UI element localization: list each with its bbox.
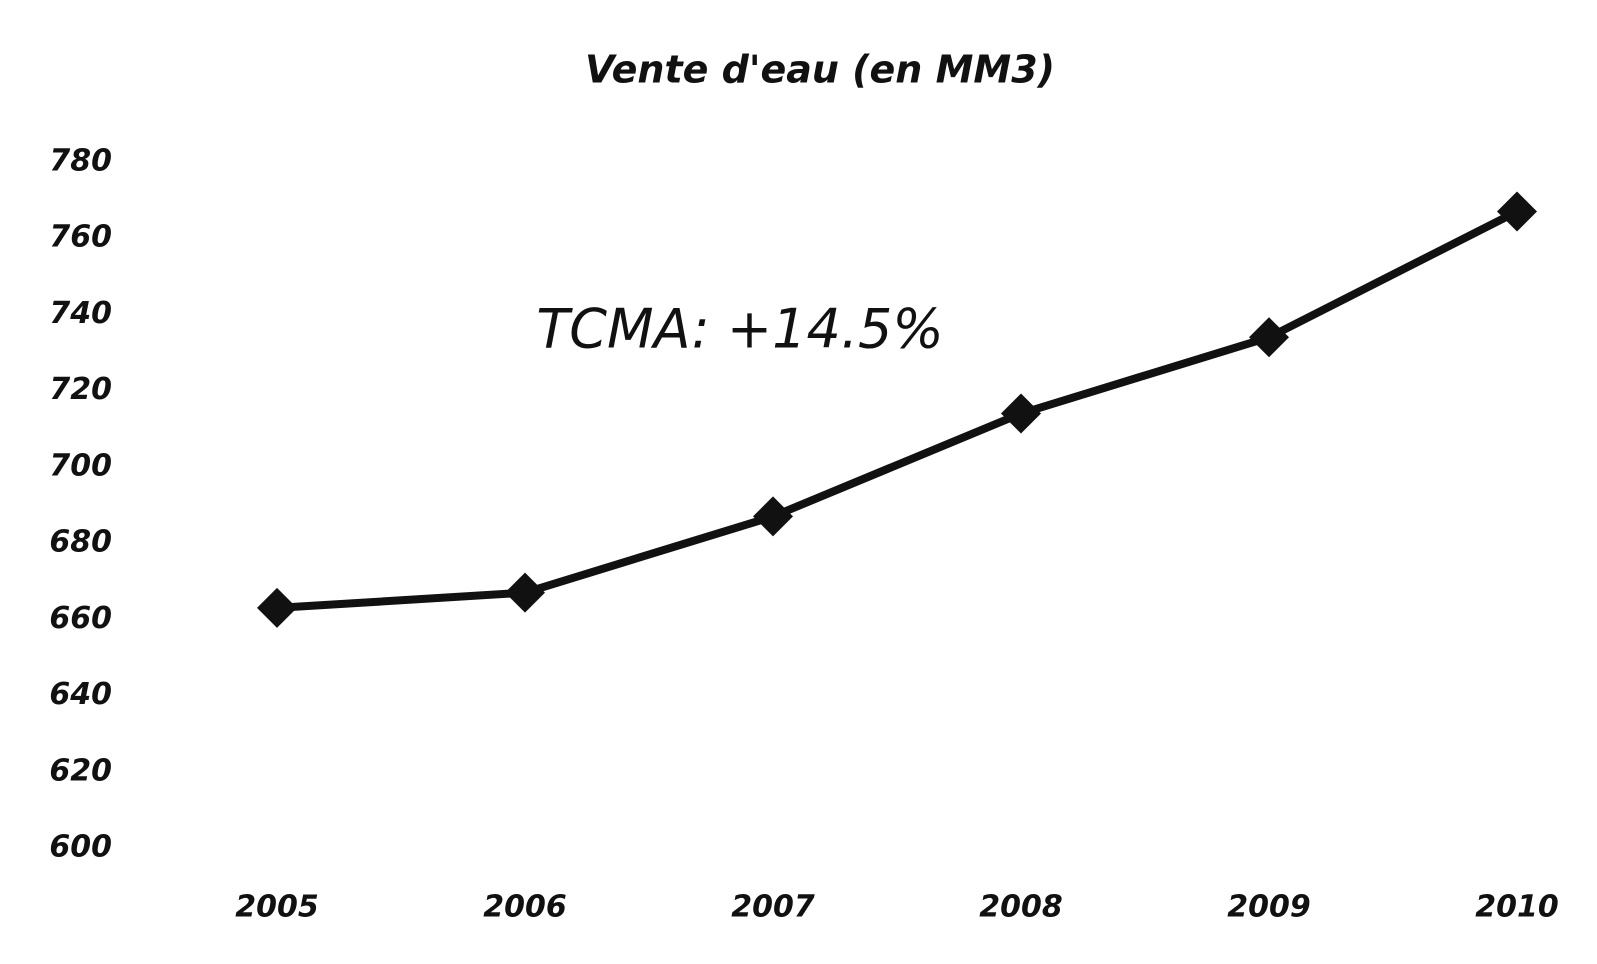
marker [257,587,297,628]
marker [505,572,545,613]
y-tick-label: 660 [49,601,112,636]
y-tick-label: 640 [49,677,112,712]
marker [1497,191,1537,232]
x-tick-label: 2008 [979,890,1063,925]
y-tick-label: 700 [49,448,112,483]
y-tick-label: 760 [49,220,112,255]
x-tick-label: 2009 [1227,890,1311,925]
annotation: TCMA: +14.5% [536,298,943,361]
x-tick-label: 2005 [235,890,319,925]
x-tick-label: 2007 [731,890,815,925]
y-tick-label: 740 [49,296,112,331]
y-tick-label: 600 [49,830,112,865]
line [276,207,1519,612]
x-tick-label: 2010 [1475,890,1559,925]
y-tick-label: 780 [49,144,112,179]
x-tick-label: 2006 [483,890,567,925]
chart-title: Vente d'eau (en MM3) [585,48,1055,92]
y-tick-label: 720 [49,372,112,407]
marker [753,496,793,537]
marker [1249,317,1289,358]
marker [1001,393,1041,434]
y-tick-label: 680 [49,525,112,560]
y-tick-label: 620 [49,753,112,788]
